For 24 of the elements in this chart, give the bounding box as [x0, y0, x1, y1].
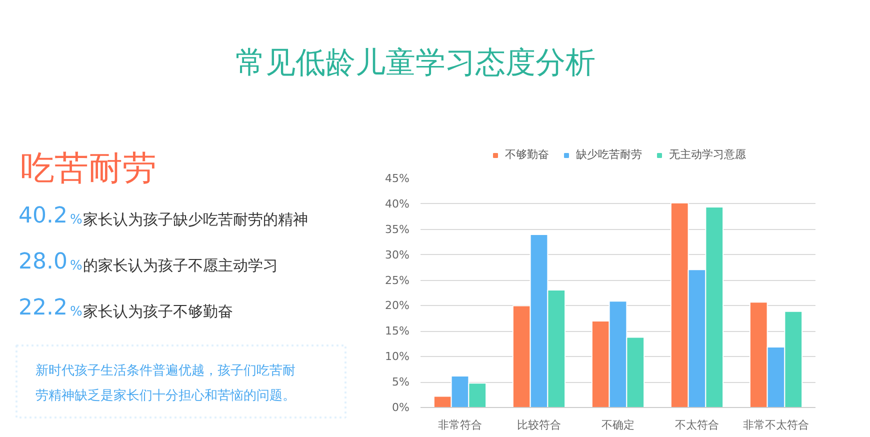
y-tick-label: 20% — [385, 299, 410, 312]
text: 22.2%家长认为孩子不够勤奋 — [18, 296, 233, 320]
x-tick-label: 非常不太符合 — [743, 418, 809, 432]
y-tick-label: 30% — [385, 248, 410, 262]
y-tick-label: 0% — [392, 401, 410, 414]
text: 吃苦耐劳 — [20, 148, 156, 188]
y-tick-label: 15% — [385, 324, 410, 338]
y-tick-label: 40% — [385, 197, 410, 210]
y-tick-label: 5% — [392, 376, 410, 389]
x-tick-label: 非常符合 — [438, 418, 482, 432]
y-tick-label: 35% — [385, 222, 410, 236]
y-tick-label: 25% — [385, 274, 410, 287]
text: 新时代孩子生活条件普遍优越，孩子们吃苦耐劳精神缺乏是家长们十分担心和苦恼的问题。 — [36, 362, 296, 404]
chart-title: 常见低龄儿童学习态度分析 — [236, 46, 596, 80]
y-tick-label: 10% — [385, 350, 410, 364]
legend-label: 无主动学习意愿 — [669, 147, 746, 162]
text: 28.0%的家长认为孩子不愿主动学习 — [18, 250, 278, 274]
x-tick-label: 比较符合 — [517, 418, 561, 432]
x-tick-label: 不确定 — [602, 418, 634, 432]
y-tick-label: 45% — [385, 172, 410, 185]
legend-label: 缺少吃苦耐劳 — [576, 147, 642, 162]
x-tick-label: 不太符合 — [675, 418, 719, 432]
text: 40.2%家长认为孩子缺少吃苦耐劳的精神 — [18, 204, 308, 228]
legend-label: 不够勤奋 — [505, 147, 549, 162]
